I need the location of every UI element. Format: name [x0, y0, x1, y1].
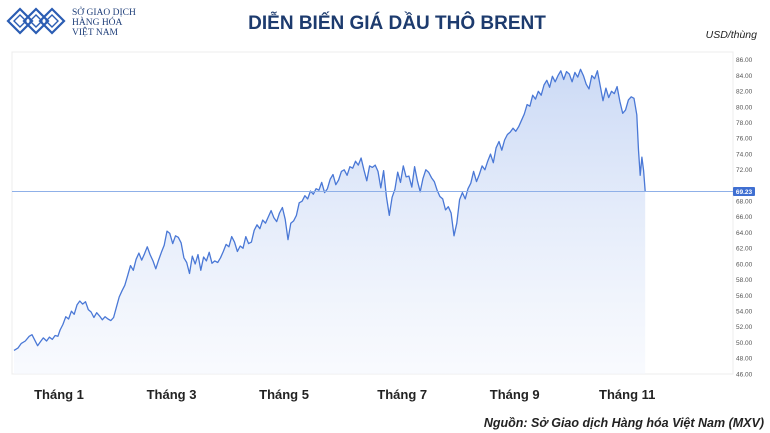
y-tick-label: 68.00	[736, 199, 753, 206]
y-tick-label: 84.00	[736, 73, 753, 80]
x-axis: Tháng 1 Tháng 3 Tháng 5 Tháng 7 Tháng 9 Tháng…	[34, 387, 655, 402]
y-tick-label: 66.00	[736, 214, 753, 221]
y-axis: 46.00 48.00 50.00 52.00 54.00 56.00 58.00 60.00…	[736, 57, 753, 378]
y-tick-label: 82.00	[736, 89, 753, 96]
logo-line-3: VIỆT NAM	[72, 26, 119, 38]
y-tick-label: 80.00	[736, 104, 753, 111]
logo-line-2: HÀNG HÓA	[72, 16, 123, 28]
y-axis-unit: USD/thùng	[706, 29, 758, 41]
logo-mark-icon	[6, 7, 66, 35]
source-note: Nguồn: Sở Giao dịch Hàng hóa Việt Nam (M…	[484, 416, 764, 430]
last-price-marker: 69.23	[733, 187, 755, 197]
y-tick-label: 46.00	[736, 371, 753, 378]
last-price-label: 69.23	[736, 189, 753, 196]
y-tick-label: 56.00	[736, 293, 753, 300]
x-tick-label: Tháng 9	[490, 387, 540, 402]
y-tick-label: 74.00	[736, 151, 753, 158]
y-tick-label: 86.00	[736, 57, 753, 64]
x-tick-label: Tháng 3	[147, 387, 197, 402]
price-line	[13, 68, 646, 351]
y-tick-label: 64.00	[736, 230, 753, 237]
last-price-badge	[733, 187, 755, 197]
y-tick-label: 60.00	[736, 261, 753, 268]
y-tick-label: 52.00	[736, 324, 753, 331]
y-tick-label: 78.00	[736, 120, 753, 127]
x-tick-label: Tháng 5	[259, 387, 309, 402]
y-tick-label: 50.00	[736, 340, 753, 347]
y-tick-label: 58.00	[736, 277, 753, 284]
y-tick-label: 62.00	[736, 246, 753, 253]
y-tick-label: 54.00	[736, 308, 753, 315]
y-tick-label: 72.00	[736, 167, 753, 174]
x-tick-label: Tháng 7	[377, 387, 427, 402]
price-area	[14, 69, 646, 375]
x-tick-label: Tháng 11	[599, 387, 655, 402]
mxv-logo: SỞ GIAO DỊCH HÀNG HÓA VIỆT NAM	[6, 6, 136, 38]
x-tick-label: Tháng 1	[34, 387, 84, 402]
chart-title: DIỄN BIẾN GIÁ DẦU THÔ BRENT	[248, 12, 546, 34]
y-tick-label: 48.00	[736, 356, 753, 363]
logo-line-1: SỞ GIAO DỊCH	[72, 6, 136, 18]
y-tick-label: 76.00	[736, 136, 753, 143]
